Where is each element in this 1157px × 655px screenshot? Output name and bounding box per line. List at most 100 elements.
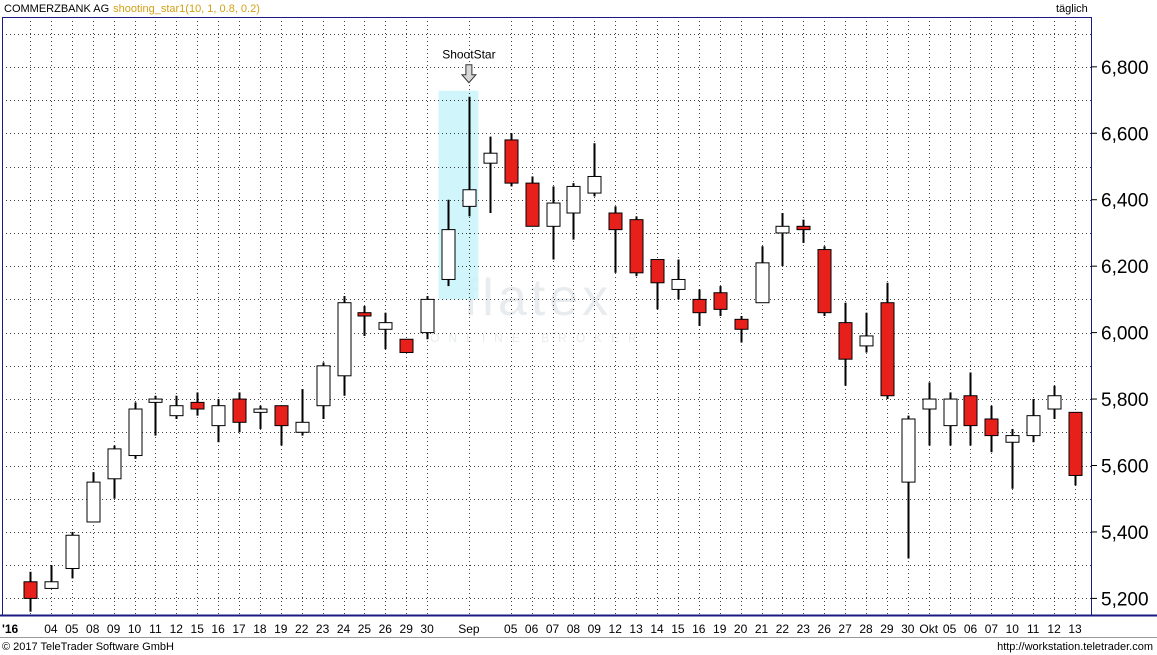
y-axis: 5,200 5,400 5,600 5,800 6,000 6,200 6,400 6,600… xyxy=(1091,58,1149,610)
candle-body xyxy=(734,318,749,330)
x-tick-label: 24 xyxy=(337,622,351,636)
candle-body xyxy=(23,581,38,599)
x-tick-label: 26 xyxy=(818,622,832,636)
candle-body xyxy=(587,175,602,194)
y-tick-label: 5,800 xyxy=(1101,390,1149,411)
x-tick-label: 12 xyxy=(609,622,623,636)
source-url: http://workstation.teletrader.com xyxy=(997,641,1153,653)
x-tick-label: 11 xyxy=(1027,622,1040,636)
candle-body xyxy=(378,322,393,330)
candle-body xyxy=(211,405,226,427)
candle-body xyxy=(169,405,184,417)
candle-body xyxy=(650,259,665,284)
x-tick-label: 15 xyxy=(191,622,205,636)
candle-body xyxy=(859,335,874,347)
x-tick-label: 16 xyxy=(692,622,706,636)
candle-body xyxy=(963,395,978,427)
candle-body xyxy=(107,448,122,480)
x-tick-label: 22 xyxy=(776,622,790,636)
candle-body xyxy=(566,185,581,214)
x-tick-label: 25 xyxy=(358,622,372,636)
x-tick-label: 06 xyxy=(964,622,978,636)
candle-body xyxy=(671,278,686,290)
candle-body xyxy=(922,398,937,410)
y-tick-label: 6,200 xyxy=(1101,257,1149,278)
candle-body xyxy=(190,401,205,410)
x-tick-label: 13 xyxy=(1068,622,1082,636)
x-tick-label: 05 xyxy=(65,622,79,636)
x-tick-label: Sep xyxy=(458,622,480,636)
candle-body xyxy=(420,298,435,334)
candle-body xyxy=(44,581,59,589)
x-tick-label: 05 xyxy=(943,622,957,636)
x-tick-label: 28 xyxy=(859,622,873,636)
candle-body xyxy=(462,189,477,207)
x-tick-label: 12 xyxy=(1047,622,1061,636)
y-tick-label: 5,200 xyxy=(1101,589,1149,610)
y-tick-label: 6,000 xyxy=(1101,324,1149,345)
candle-body xyxy=(86,481,101,523)
x-tick-label: 08 xyxy=(567,622,581,636)
x-tick-label: 19 xyxy=(274,622,288,636)
x-tick-label: 22 xyxy=(295,622,309,636)
x-tick-label: 07 xyxy=(546,622,560,636)
candle-body xyxy=(546,202,561,227)
x-tick-label: 05 xyxy=(504,622,518,636)
x-tick-label: 30 xyxy=(420,622,434,636)
chart-title: COMMERZBANK AG shooting_star1(10, 1, 0.8,… xyxy=(4,3,260,15)
candle-body xyxy=(692,298,707,314)
candle-body xyxy=(399,338,414,354)
y-tick-label: 6,600 xyxy=(1101,124,1149,145)
candle-body xyxy=(796,225,811,231)
plot-frame xyxy=(0,17,1157,638)
x-tick-label: '16 xyxy=(2,622,19,636)
watermark-brand: flatex xyxy=(464,269,612,327)
candle-body xyxy=(295,421,310,433)
x-tick-label: 08 xyxy=(86,622,100,636)
x-tick-label: 15 xyxy=(671,622,685,636)
x-tick-label: 06 xyxy=(525,622,539,636)
candle-body xyxy=(1068,411,1083,476)
y-tick-label: 6,400 xyxy=(1101,191,1149,212)
symbol-name: COMMERZBANK AG xyxy=(4,3,109,15)
candle-body xyxy=(316,365,331,407)
candle-body xyxy=(608,212,623,231)
y-tick-label: 6,800 xyxy=(1101,58,1149,79)
x-tick-label: 11 xyxy=(149,622,162,636)
x-tick-label: 29 xyxy=(880,622,894,636)
x-tick-label: 23 xyxy=(797,622,811,636)
x-tick-label: 30 xyxy=(901,622,915,636)
x-tick-label: 19 xyxy=(713,622,727,636)
candle-body xyxy=(357,312,372,317)
watermark-tagline: ONLINE BROKER xyxy=(430,331,646,345)
x-tick-label: Okt xyxy=(919,622,938,636)
candle-body xyxy=(1005,435,1020,443)
candle-body xyxy=(525,182,540,227)
x-tick-label: 07 xyxy=(985,622,999,636)
candle-body xyxy=(838,322,853,360)
candle-body xyxy=(1026,415,1041,437)
candle-body xyxy=(775,225,790,234)
candle-body xyxy=(901,418,916,483)
candles xyxy=(23,96,1083,612)
interval-label: täglich xyxy=(1056,3,1088,15)
x-tick-label: 09 xyxy=(107,622,121,636)
candle-body xyxy=(274,405,289,427)
x-tick-label: 04 xyxy=(44,622,58,636)
candle-body xyxy=(65,534,80,569)
x-tick-label: 13 xyxy=(629,622,643,636)
candle-body xyxy=(253,408,268,413)
x-tick-label: 29 xyxy=(400,622,414,636)
grid xyxy=(2,17,1091,615)
x-tick-label: 12 xyxy=(170,622,184,636)
candle-body xyxy=(755,262,770,304)
x-tick-label: 10 xyxy=(1006,622,1020,636)
indicator-label: shooting_star1(10, 1, 0.8, 0.2) xyxy=(113,3,260,15)
candle-body xyxy=(1047,395,1062,410)
x-tick-label: 26 xyxy=(379,622,393,636)
x-tick-label: 17 xyxy=(232,622,246,636)
x-tick-label: 20 xyxy=(734,622,748,636)
watermark: flatex ONLINE BROKER xyxy=(430,269,646,345)
x-tick-label: 23 xyxy=(316,622,330,636)
